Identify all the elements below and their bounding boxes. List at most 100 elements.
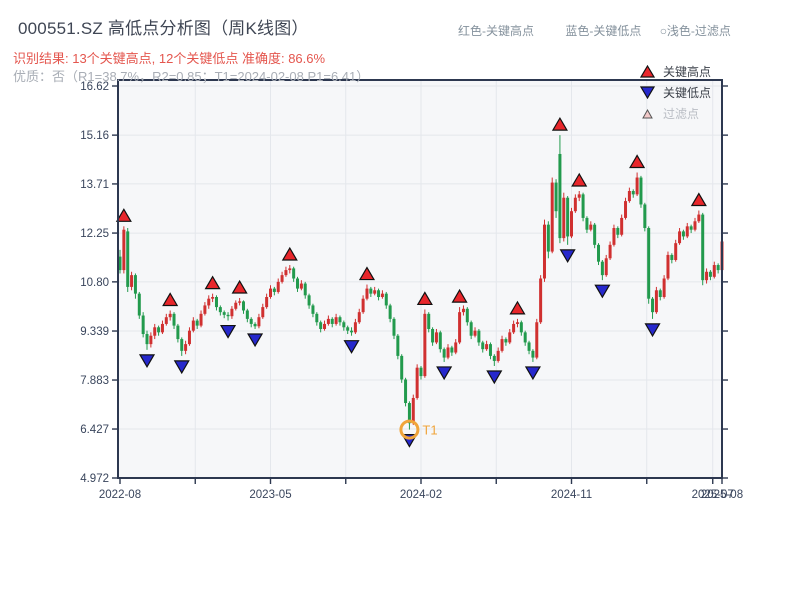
legend-label-filtered: 过滤点 [663, 107, 700, 121]
x-tick-labels: 2022-08 2023-05 2024-02 2024-11 2025-072025-… [99, 489, 743, 501]
candle [512, 320, 516, 335]
candle [597, 243, 601, 266]
key-high-marker [204, 275, 221, 290]
y-tick-label: 16.62 [80, 81, 109, 93]
key-high-marker [690, 192, 707, 207]
candle [203, 302, 207, 316]
legend-label-key-low: 关键低点 [663, 86, 712, 100]
candle [149, 332, 153, 348]
candle [485, 340, 489, 351]
key-low-marker [594, 284, 611, 299]
candle [160, 320, 164, 335]
candle [407, 401, 411, 430]
y-tick-label: 10.80 [80, 277, 109, 289]
plot-background [118, 80, 722, 478]
candle [164, 313, 168, 326]
candle [334, 313, 338, 326]
candle [666, 251, 670, 281]
candle [465, 307, 469, 326]
candle [415, 364, 419, 400]
candle [558, 135, 562, 244]
candle [654, 286, 658, 314]
candle [380, 290, 384, 299]
candle [589, 221, 593, 232]
candle [639, 175, 643, 208]
candle [450, 345, 454, 356]
key-low-marker [220, 324, 237, 339]
candle [384, 291, 388, 309]
candle [272, 286, 276, 296]
candle [315, 312, 319, 326]
x-tick-label: 2022-08 [99, 489, 141, 501]
candle [261, 303, 265, 319]
x-tick-label: 2025-07 [692, 489, 734, 501]
candle [238, 298, 242, 306]
legend-label-key-high: 关键高点 [663, 65, 712, 79]
key-low-marker [436, 366, 453, 381]
color-key-high: 红色-关键高点 [458, 24, 534, 38]
color-key-low: 蓝色-关键低点 [565, 24, 642, 38]
candle [423, 309, 427, 378]
key-high-marker [281, 246, 298, 261]
candle [678, 228, 682, 245]
candle [326, 315, 330, 326]
candle [187, 327, 191, 346]
candle [708, 270, 712, 281]
y-tick-label: 9.339 [80, 326, 109, 338]
t1-annotation: T1 [399, 419, 438, 440]
candle [330, 317, 334, 328]
candle [249, 317, 253, 328]
candle [481, 340, 485, 353]
candle [118, 249, 122, 274]
candle [624, 197, 628, 220]
key-low-triangle-icon [640, 86, 655, 99]
candle [176, 323, 180, 343]
key-low-marker [486, 370, 503, 385]
color-key: 红色-关键高点 蓝色-关键低点 ○浅色-过滤点 [458, 22, 731, 39]
y-tick-labels: 16.62 15.16 13.71 12.25 10.80 9.339 7.883 6.427… [80, 81, 109, 485]
candle [600, 259, 604, 281]
candle [292, 266, 296, 282]
candle [184, 340, 188, 355]
candle [697, 210, 701, 223]
candle [488, 342, 492, 360]
candle [400, 354, 404, 383]
axis-ticks [112, 85, 728, 484]
candle [689, 224, 693, 234]
candle [353, 318, 357, 335]
candle [218, 305, 222, 316]
candle [311, 303, 315, 318]
candle [612, 224, 616, 247]
candle [469, 320, 473, 340]
candle [647, 226, 651, 304]
candle [369, 286, 373, 298]
candle [191, 317, 195, 333]
key-high-marker [358, 266, 376, 281]
key-high-marker [509, 300, 526, 315]
candle [137, 291, 141, 319]
candle [570, 207, 573, 239]
y-tick-label: 15.16 [80, 130, 109, 142]
candle [458, 307, 462, 345]
key-low-marker [138, 354, 156, 369]
legend-item-key-high: 关键高点 [640, 61, 711, 82]
candle [141, 312, 145, 338]
key-low-markers [138, 249, 661, 448]
candle [122, 226, 126, 274]
candle [296, 276, 300, 292]
candle [442, 347, 446, 362]
key-low-marker [247, 333, 264, 348]
candle [214, 295, 218, 311]
candle [130, 271, 134, 291]
candle [230, 306, 234, 319]
candle [527, 340, 531, 355]
candle [199, 310, 203, 328]
plot-border [117, 79, 723, 479]
candle [581, 192, 585, 222]
key-low-marker [173, 360, 190, 375]
candle [253, 322, 257, 329]
key-high-marker [451, 288, 468, 303]
candle [681, 229, 685, 240]
y-tick-label: 13.71 [80, 179, 109, 191]
